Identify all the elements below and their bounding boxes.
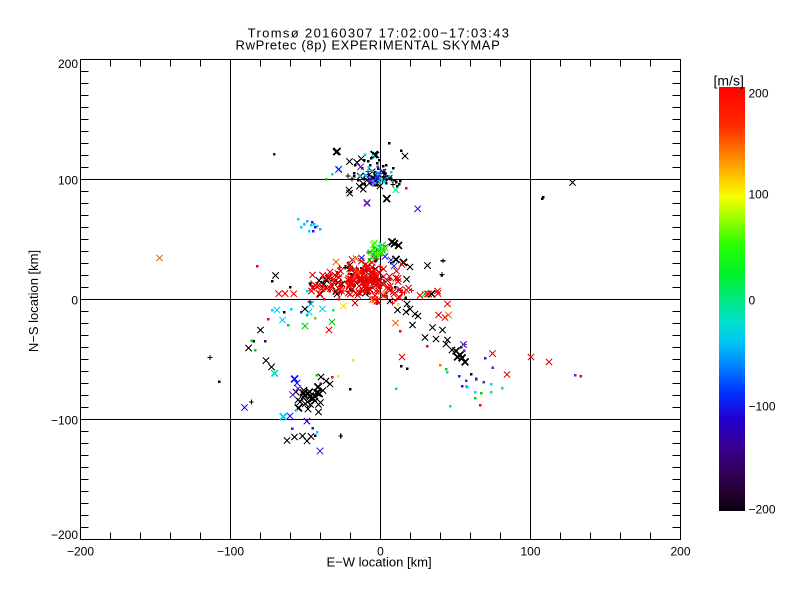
svg-text:Tromsø 20160307 17:02:00−17:03: Tromsø 20160307 17:02:00−17:03:43 (248, 26, 511, 41)
svg-text:[m/s]: [m/s] (714, 73, 744, 89)
svg-text:−100: −100 (51, 414, 78, 428)
svg-text:−200: −200 (51, 528, 78, 542)
svg-text:RwPretec (8p) EXPERIMENTAL SKY: RwPretec (8p) EXPERIMENTAL SKYMAP (236, 38, 501, 53)
svg-text:0: 0 (71, 294, 78, 308)
svg-text:200: 200 (749, 86, 769, 100)
svg-text:0: 0 (377, 545, 384, 559)
svg-text:−100: −100 (749, 399, 776, 413)
svg-text:0: 0 (749, 294, 756, 308)
svg-text:E−W location [km]: E−W location [km] (326, 555, 431, 570)
svg-text:100: 100 (520, 545, 540, 559)
svg-text:200: 200 (58, 57, 78, 71)
svg-text:200: 200 (670, 545, 690, 559)
svg-text:−200: −200 (67, 545, 94, 559)
svg-text:N−S location [km]: N−S location [km] (26, 250, 41, 352)
svg-text:−200: −200 (749, 503, 776, 517)
svg-text:100: 100 (58, 174, 78, 188)
svg-text:100: 100 (749, 188, 769, 202)
svg-text:−100: −100 (217, 545, 244, 559)
